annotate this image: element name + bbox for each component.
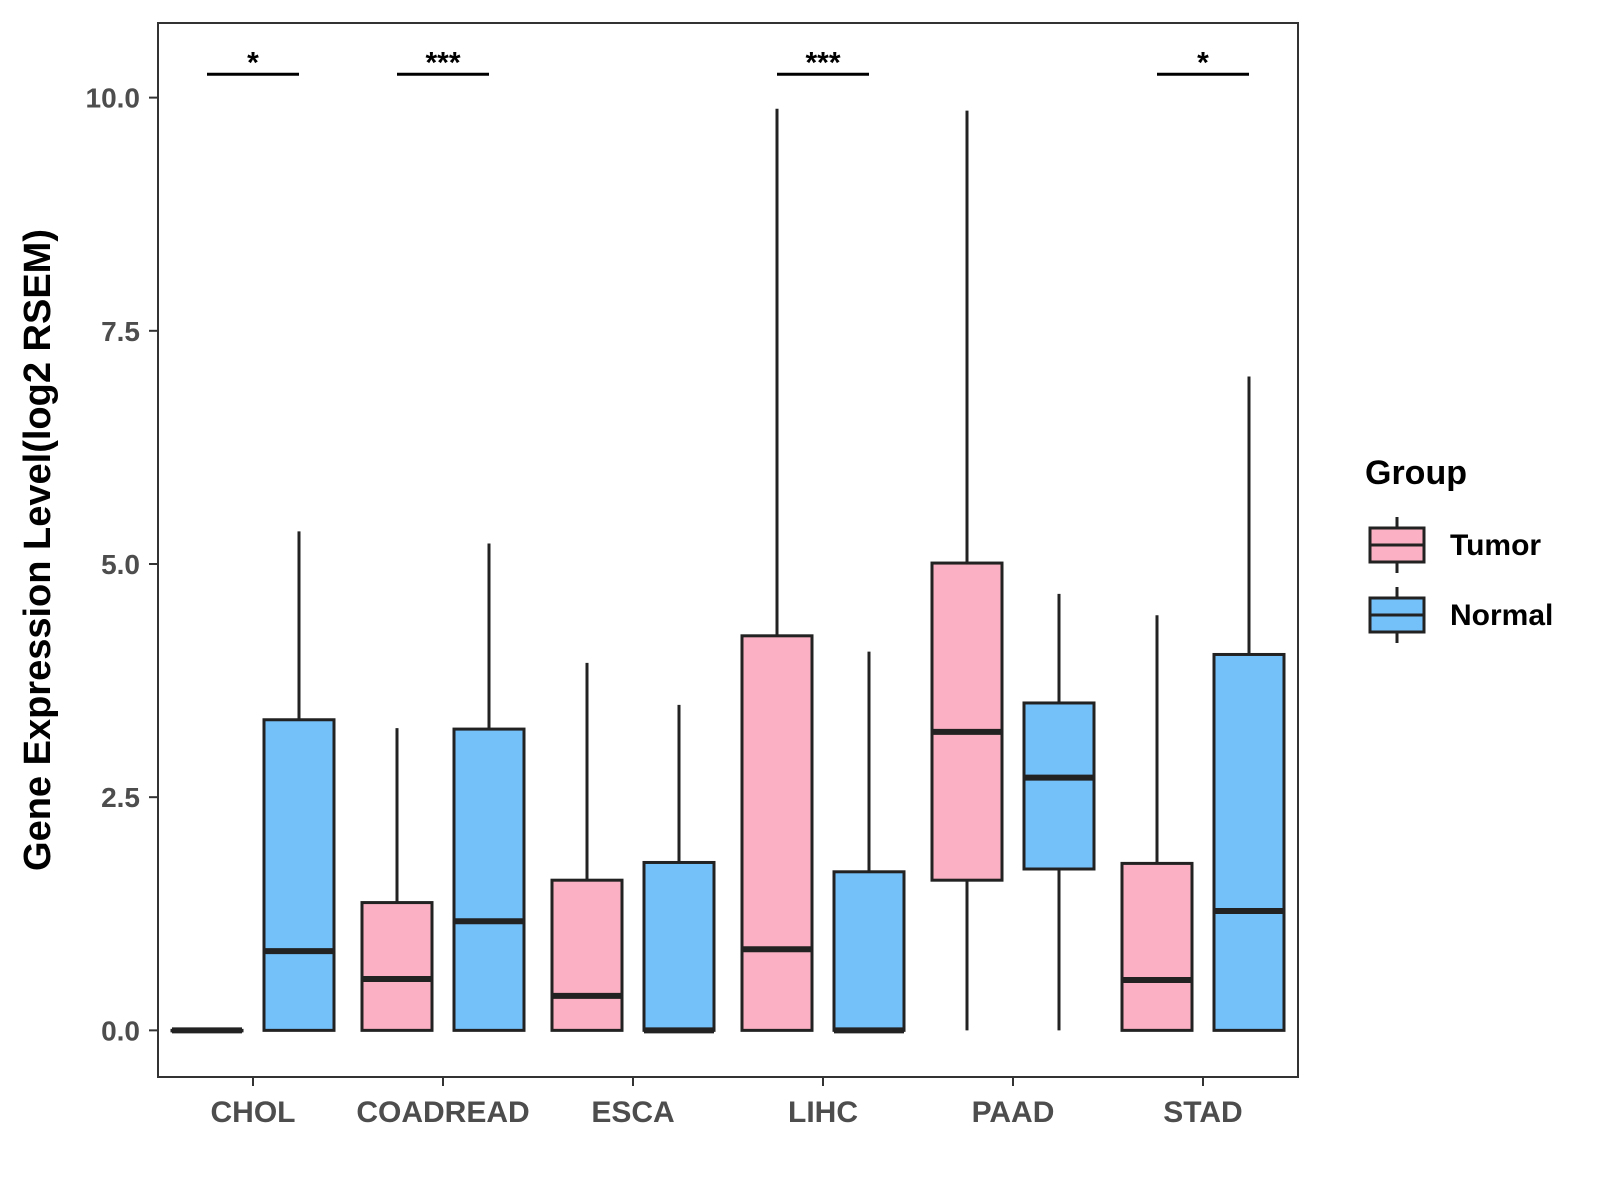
box-body [1212, 652, 1286, 1032]
x-tick-label: CHOL [211, 1096, 296, 1129]
box-tumor-esca [550, 662, 624, 1032]
box-normal-lihc [832, 651, 906, 1034]
y-tick-label: 10.0 [86, 83, 141, 114]
y-tick-label: 0.0 [101, 1015, 140, 1046]
box-body [360, 901, 434, 1032]
significance-label: *** [425, 46, 460, 79]
box-body [262, 718, 336, 1032]
significance-annotations: * *** *** * [207, 46, 1249, 79]
x-tick-label: LIHC [788, 1096, 858, 1129]
box-body [740, 634, 814, 1032]
legend-title: Group [1365, 454, 1467, 492]
y-tick-label: 7.5 [101, 316, 140, 347]
box-normal-chol [262, 531, 336, 1032]
box-tumor-chol [170, 1027, 244, 1034]
x-axis: CHOL COADREAD ESCA LIHC PAAD STAD [211, 1077, 1243, 1129]
legend: Group Tumor Normal [1365, 454, 1553, 643]
x-tick-label: PAAD [972, 1096, 1055, 1129]
legend-item-normal: Normal [1368, 587, 1553, 643]
box-normal-coadread [452, 543, 526, 1032]
y-axis: 0.0 2.5 5.0 7.5 10.0 [86, 83, 158, 1046]
panel-border [157, 22, 1299, 1078]
y-axis-title: Gene Expression Level(log2 RSEM) [17, 229, 59, 871]
y-tick-label: 5.0 [101, 549, 140, 580]
box-tumor-lihc [740, 108, 814, 1032]
y-tick-label: 2.5 [101, 782, 140, 813]
x-tick-label: COADREAD [356, 1096, 529, 1129]
box-tumor-stad [1120, 615, 1194, 1032]
box-body [642, 860, 716, 1032]
box-tumor-coadread [360, 728, 434, 1032]
x-tick-label: STAD [1163, 1096, 1242, 1129]
box-normal-paad [1022, 593, 1096, 1031]
box-body [1120, 861, 1194, 1032]
box-normal-stad [1212, 376, 1286, 1032]
legend-item-tumor: Tumor [1368, 517, 1541, 573]
significance-label: *** [805, 46, 840, 79]
box-series [170, 108, 1286, 1034]
box-body [452, 727, 526, 1032]
box-body [832, 870, 906, 1032]
significance-label: * [247, 46, 259, 79]
box-normal-esca [642, 704, 716, 1034]
box-body [930, 561, 1004, 882]
significance-label: * [1197, 46, 1209, 79]
x-tick-label: ESCA [591, 1096, 674, 1129]
legend-item-label: Tumor [1450, 529, 1541, 562]
box-body [550, 878, 624, 1032]
legend-item-label: Normal [1450, 599, 1553, 632]
box-tumor-paad [930, 110, 1004, 1031]
box-body [1022, 701, 1096, 871]
